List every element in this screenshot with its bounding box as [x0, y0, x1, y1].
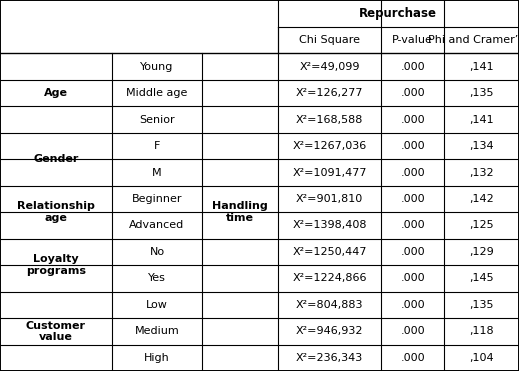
Text: Middle age: Middle age — [126, 88, 188, 98]
Text: .000: .000 — [400, 353, 425, 363]
Text: X²=804,883: X²=804,883 — [296, 300, 363, 310]
Text: .000: .000 — [400, 168, 425, 177]
Text: ,132: ,132 — [469, 168, 494, 177]
Text: Handling
time: Handling time — [212, 201, 268, 223]
Text: ,125: ,125 — [469, 220, 494, 230]
Text: Age: Age — [44, 88, 68, 98]
Text: .000: .000 — [400, 326, 425, 336]
Text: High: High — [144, 353, 170, 363]
Text: ,118: ,118 — [469, 326, 494, 336]
Text: ,145: ,145 — [469, 273, 494, 283]
Text: ,141: ,141 — [469, 115, 494, 125]
Text: ,135: ,135 — [469, 300, 494, 310]
Text: ,104: ,104 — [469, 353, 494, 363]
Text: Beginner: Beginner — [132, 194, 182, 204]
Text: Young: Young — [140, 62, 174, 72]
Text: Medium: Medium — [134, 326, 180, 336]
Text: .000: .000 — [400, 115, 425, 125]
Text: .000: .000 — [400, 194, 425, 204]
Text: Gender: Gender — [33, 154, 78, 164]
Text: X²=49,099: X²=49,099 — [299, 62, 360, 72]
Text: X²=901,810: X²=901,810 — [296, 194, 363, 204]
Text: M: M — [152, 168, 162, 177]
Text: Yes: Yes — [148, 273, 166, 283]
Text: X²=1224,866: X²=1224,866 — [292, 273, 367, 283]
Text: Phi and Cramer’s V: Phi and Cramer’s V — [428, 35, 519, 45]
Text: .000: .000 — [400, 300, 425, 310]
Text: Loyalty
programs: Loyalty programs — [26, 255, 86, 276]
Text: X²=126,277: X²=126,277 — [296, 88, 363, 98]
Text: No: No — [149, 247, 165, 257]
Text: Customer
value: Customer value — [26, 321, 86, 342]
Text: X²=168,588: X²=168,588 — [296, 115, 363, 125]
Text: Relationship
age: Relationship age — [17, 201, 95, 223]
Text: .000: .000 — [400, 62, 425, 72]
Text: X²=1398,408: X²=1398,408 — [292, 220, 367, 230]
Text: .000: .000 — [400, 88, 425, 98]
Text: X²=1250,447: X²=1250,447 — [292, 247, 367, 257]
Text: Chi Square: Chi Square — [299, 35, 360, 45]
Text: X²=1091,477: X²=1091,477 — [292, 168, 367, 177]
Text: P-value: P-value — [392, 35, 433, 45]
Text: Low: Low — [146, 300, 168, 310]
Text: ,135: ,135 — [469, 88, 494, 98]
Text: X²=236,343: X²=236,343 — [296, 353, 363, 363]
Text: .000: .000 — [400, 141, 425, 151]
Text: Repurchase: Repurchase — [359, 7, 438, 20]
Text: Senior: Senior — [139, 115, 175, 125]
Text: X²=1267,036: X²=1267,036 — [292, 141, 367, 151]
Text: ,141: ,141 — [469, 62, 494, 72]
Text: X²=946,932: X²=946,932 — [296, 326, 363, 336]
Text: ,134: ,134 — [469, 141, 494, 151]
Text: .000: .000 — [400, 247, 425, 257]
Text: Advanced: Advanced — [129, 220, 185, 230]
Text: .000: .000 — [400, 220, 425, 230]
Text: .000: .000 — [400, 273, 425, 283]
Text: ,129: ,129 — [469, 247, 494, 257]
Text: ,142: ,142 — [469, 194, 494, 204]
Text: F: F — [154, 141, 160, 151]
